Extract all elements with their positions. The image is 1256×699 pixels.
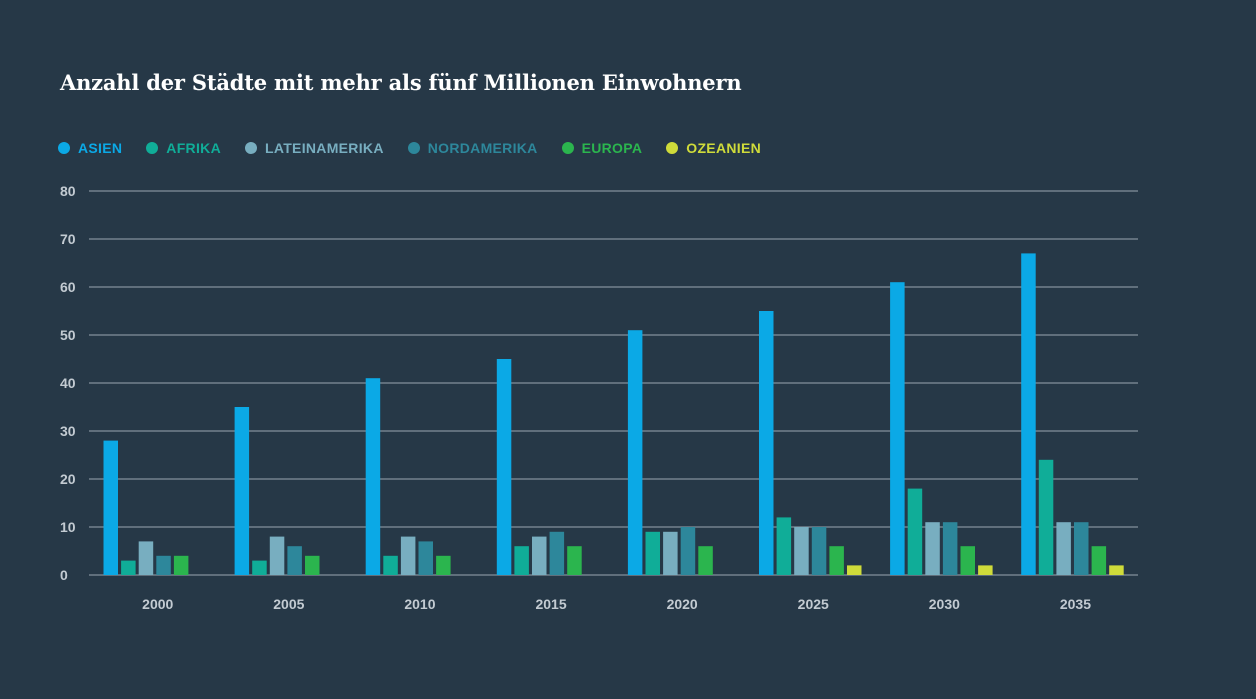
bar-europa-2005	[305, 555, 320, 575]
bar-lateinamerika-2010	[400, 536, 416, 575]
bar-nordamerika-2035	[1074, 522, 1089, 575]
legend-item-asien: ASIEN	[58, 140, 122, 156]
y-tick-label: 70	[60, 231, 76, 247]
bar-lateinamerika-2030	[925, 522, 940, 575]
bar-lateinamerika-2035	[1056, 522, 1071, 575]
bar-afrika-2020	[645, 531, 660, 575]
bar-asien-2005	[234, 407, 250, 575]
bar-afrika-2010	[383, 555, 398, 575]
x-tick-label: 2020	[667, 596, 698, 612]
legend-label: EUROPA	[581, 140, 643, 156]
bar-europa-2030	[960, 546, 975, 575]
bar-asien-2000	[103, 440, 118, 575]
bar-nordamerika-2030	[942, 522, 958, 575]
bar-asien-2010	[365, 378, 381, 575]
legend-label: LATEINAMERIKA	[264, 140, 384, 156]
chart-title: Anzahl der Städte mit mehr als fünf Mill…	[60, 70, 742, 95]
legend-item-ozeanien: OZEANIEN	[666, 140, 761, 156]
legend-label: ASIEN	[78, 140, 123, 156]
bar-afrika-2005	[252, 560, 267, 575]
x-tick-label: 2005	[273, 596, 304, 612]
bar-lateinamerika-2015	[532, 536, 547, 575]
bar-afrika-2035	[1038, 459, 1054, 575]
y-tick-label: 0	[60, 567, 68, 583]
bar-nordamerika-2000	[156, 555, 171, 575]
x-tick-label: 2000	[142, 596, 173, 612]
legend-dot-icon	[244, 142, 257, 154]
x-tick-label: 2015	[535, 596, 566, 612]
y-tick-label: 50	[60, 327, 76, 343]
bar-lateinamerika-2005	[269, 536, 285, 575]
bar-asien-2015	[496, 359, 512, 575]
y-tick-label: 80	[60, 183, 76, 199]
bar-europa-2010	[436, 555, 451, 575]
bar-asien-2030	[890, 282, 905, 575]
x-tick-label: 2010	[404, 596, 435, 612]
bar-europa-2020	[698, 546, 713, 575]
bar-europa-2025	[829, 546, 844, 575]
bar-ozeanien-2030	[978, 565, 993, 575]
bar-europa-2035	[1091, 546, 1107, 575]
legend-item-europa: EUROPA	[561, 140, 643, 156]
bar-lateinamerika-2000	[138, 541, 154, 575]
x-tick-label: 2030	[929, 596, 960, 612]
bar-nordamerika-2005	[287, 546, 302, 575]
legend-dot-icon	[407, 142, 420, 154]
legend-item-lateinamerika: LATEINAMERIKA	[244, 140, 384, 156]
x-tick-label: 2035	[1060, 596, 1091, 612]
legend-dot-icon	[666, 142, 679, 154]
legend-item-nordamerika: NORDAMERIKA	[407, 140, 538, 156]
chart-legend: ASIEN AFRIKA LATEINAMERIKA NORDAMERIKA EUROP…	[58, 140, 785, 156]
y-tick-label: 20	[60, 471, 76, 487]
bar-lateinamerika-2025	[794, 527, 809, 575]
legend-label: NORDAMERIKA	[427, 140, 538, 156]
y-tick-label: 30	[60, 423, 76, 439]
bar-europa-2000	[173, 555, 189, 575]
bar-nordamerika-2020	[680, 527, 696, 575]
legend-label: OZEANIEN	[686, 140, 762, 156]
bar-afrika-2025	[776, 517, 792, 575]
legend-dot-icon	[58, 142, 70, 154]
legend-dot-icon	[146, 142, 159, 154]
bar-nordamerika-2025	[811, 527, 827, 575]
legend-dot-icon	[561, 142, 574, 154]
bar-nordamerika-2010	[418, 541, 433, 575]
legend-label: AFRIKA	[166, 140, 221, 156]
y-tick-label: 40	[60, 375, 76, 391]
bar-afrika-2030	[907, 488, 923, 575]
bar-asien-2035	[1021, 253, 1036, 575]
bar-asien-2020	[627, 330, 643, 575]
bar-afrika-2000	[121, 560, 136, 575]
bar-afrika-2015	[514, 546, 529, 575]
bar-ozeanien-2025	[847, 565, 862, 575]
legend-item-afrika: AFRIKA	[146, 140, 221, 156]
x-tick-label: 2025	[798, 596, 829, 612]
bar-europa-2015	[567, 546, 582, 575]
bar-lateinamerika-2020	[663, 531, 678, 575]
y-tick-label: 10	[60, 519, 76, 535]
bar-ozeanien-2035	[1109, 565, 1124, 575]
bar-nordamerika-2015	[549, 531, 565, 575]
bar-asien-2025	[759, 311, 774, 575]
y-tick-label: 60	[60, 279, 76, 295]
